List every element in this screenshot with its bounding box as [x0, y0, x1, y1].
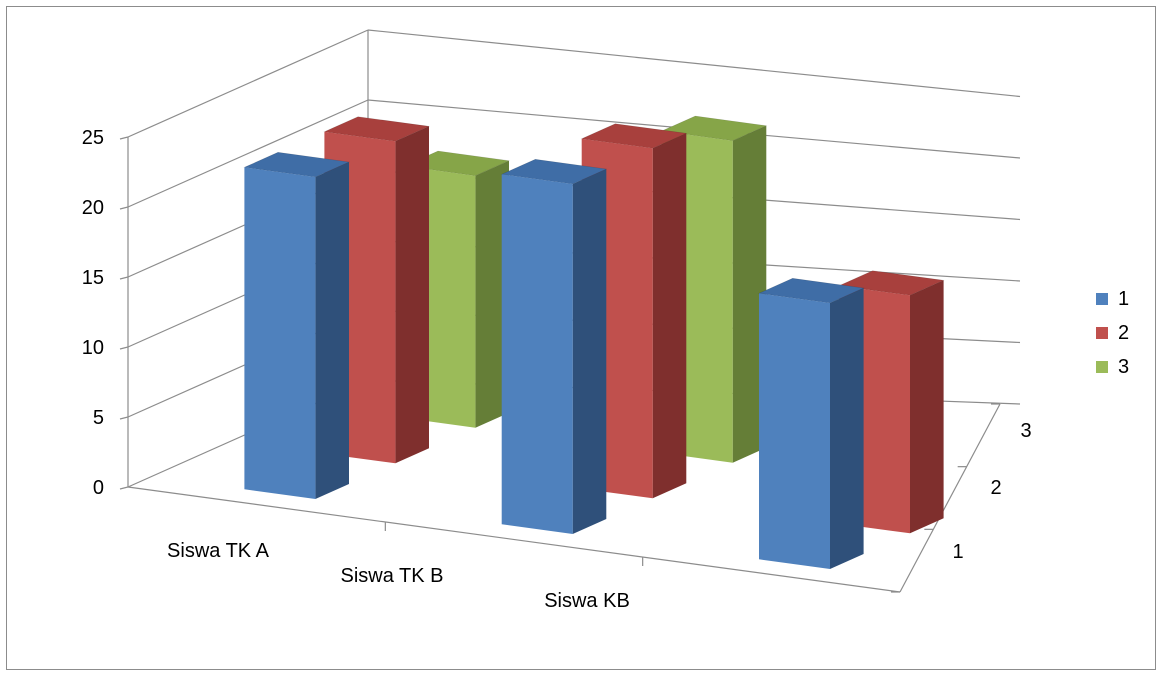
bar-front: [501, 174, 573, 535]
legend-label-1: 1: [1118, 287, 1130, 310]
legend-item-2: 2: [1096, 316, 1129, 350]
y-tick-label-20: 20: [82, 197, 104, 219]
category-label-2: Siswa TK B: [341, 565, 444, 587]
bar-side: [732, 125, 767, 463]
bar-series-1-siswa-kb: [757, 277, 865, 569]
y-tick-15: [119, 276, 129, 280]
bar-top: [243, 151, 351, 178]
depth-label-1: 1: [952, 541, 963, 563]
category-label-1: Siswa TK A: [167, 540, 270, 562]
bar-top: [500, 158, 608, 185]
bar-side: [830, 288, 864, 569]
y-tick-0: [119, 486, 129, 490]
y-tick-20: [119, 206, 129, 210]
legend-item-3: 3: [1096, 350, 1129, 384]
bar-side: [910, 280, 944, 534]
y-tick-label-15: 15: [82, 267, 104, 289]
y-tick-5: [119, 416, 129, 420]
x-axis-line: [127, 486, 901, 593]
legend-swatch-3: [1096, 361, 1108, 373]
bar-side: [475, 160, 509, 428]
chart-bars: [243, 115, 945, 569]
legend: 1 2 3: [1096, 282, 1129, 384]
bar-side: [315, 162, 349, 499]
depth-label-2: 2: [990, 477, 1001, 499]
y-tick-label-0: 0: [93, 477, 104, 499]
depth-label-3: 3: [1020, 420, 1031, 442]
bar-front: [759, 293, 830, 569]
gridline-back-25: [367, 29, 1021, 98]
depth-axis-line: [899, 403, 1001, 593]
y-tick-label-10: 10: [82, 337, 104, 359]
category-label-3: Siswa KB: [544, 590, 630, 612]
bar-series-1-siswa-tk-a: [243, 151, 351, 500]
chart-labels: 0 5 10 15 20 25 Siswa TK A Siswa TK B Siswa KB 1 2…: [82, 127, 1032, 612]
bar-side: [652, 133, 687, 499]
y-tick-label-25: 25: [82, 127, 104, 149]
bar-side: [395, 126, 429, 464]
bar-side: [572, 169, 607, 534]
bar-series-1-siswa-tk-b: [500, 158, 608, 535]
legend-item-1: 1: [1096, 282, 1129, 316]
y-tick-25: [119, 136, 129, 140]
legend-label-2: 2: [1118, 321, 1130, 344]
bar-top: [660, 115, 768, 142]
y-tick-10: [119, 346, 129, 350]
legend-swatch-2: [1096, 327, 1108, 339]
gridline-left-25: [127, 29, 369, 138]
legend-swatch-1: [1096, 293, 1108, 305]
gridline-left-20: [127, 99, 369, 208]
bar-front: [244, 167, 316, 500]
y-tick-label-5: 5: [93, 407, 104, 429]
legend-label-3: 3: [1118, 355, 1130, 378]
